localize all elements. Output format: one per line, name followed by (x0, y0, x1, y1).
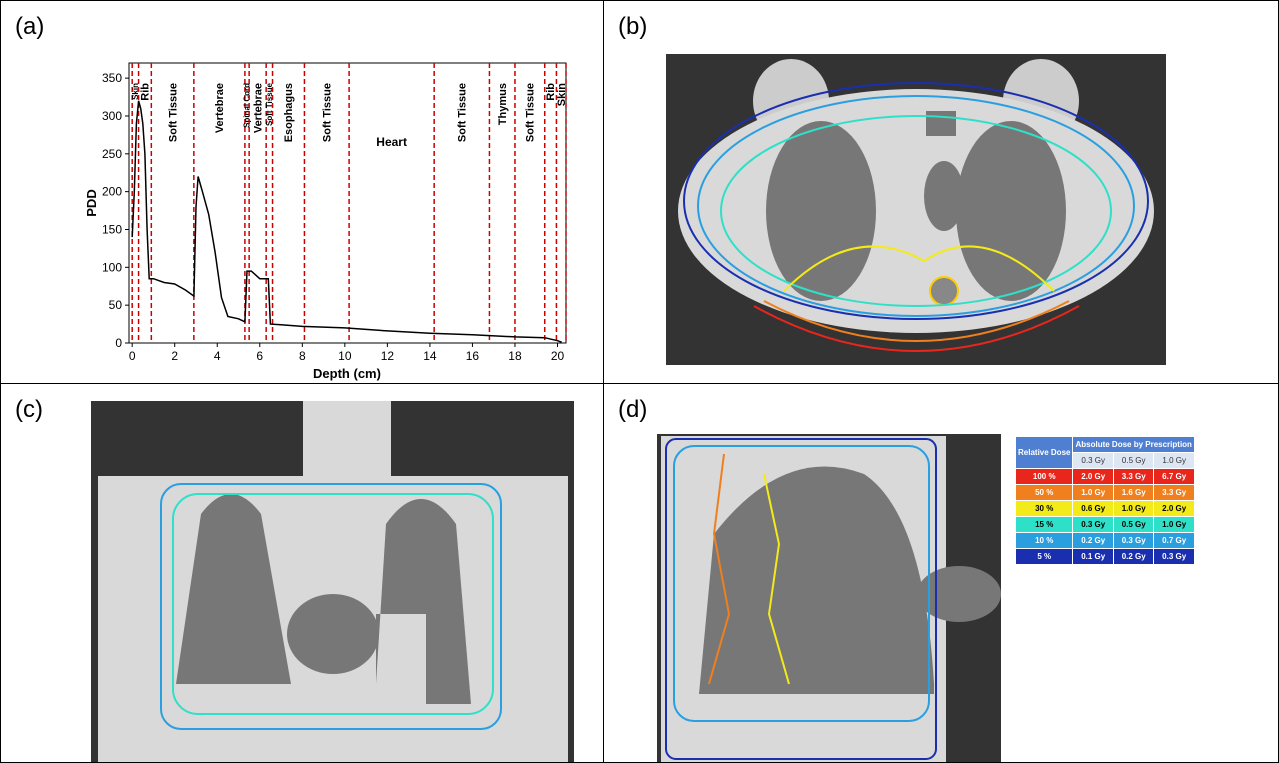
table-cell: 0.3 Gy (1154, 549, 1195, 565)
table-cell: 0.3 Gy (1073, 453, 1113, 469)
x-tick-label: 4 (214, 349, 221, 363)
table-cell: 50 % (1016, 485, 1073, 501)
table-cell: 0.7 Gy (1154, 533, 1195, 549)
y-tick-label: 0 (115, 336, 122, 350)
x-tick-label: 6 (256, 349, 263, 363)
region-label: Esophagus (283, 83, 295, 142)
figure: (a) PDD Depth (cm) 050100150200250300350… (0, 0, 1279, 763)
x-tick-label: 16 (466, 349, 480, 363)
table-cell: 0.6 Gy (1073, 501, 1113, 517)
y-axis-label: PDD (84, 189, 99, 216)
region-label: Soft Tissue (456, 83, 468, 142)
region-label: Soft Tissue (525, 83, 537, 142)
table-cell: 0.3 Gy (1073, 517, 1113, 533)
y-tick-label: 300 (102, 109, 122, 123)
table-cell: 0.1 Gy (1073, 549, 1113, 565)
table-header: Relative Dose (1016, 437, 1073, 469)
ct-coronal-image (1, 384, 604, 763)
y-tick-label: 200 (102, 185, 122, 199)
y-tick-label: 150 (102, 222, 122, 236)
table-cell: 0.5 Gy (1113, 517, 1153, 533)
region-label: Soft Tissue (321, 83, 333, 142)
table-cell: 2.0 Gy (1073, 469, 1113, 485)
panel-label: (d) (618, 396, 647, 424)
x-tick-label: 8 (299, 349, 306, 363)
table-cell: 0.2 Gy (1113, 549, 1153, 565)
table-cell: 1.0 Gy (1113, 501, 1153, 517)
region-label: Skin (556, 83, 568, 107)
table-cell: 1.0 Gy (1073, 485, 1113, 501)
table-cell: 6.7 Gy (1154, 469, 1195, 485)
region-label: Spinal Cord (243, 83, 252, 128)
ct-axial-image (604, 1, 1279, 384)
panel-label: (a) (15, 13, 44, 41)
chart: PDD Depth (cm) 0 50 100 150 200 250 300 350 0 2 4 6… (1, 1, 604, 384)
table-cell: 15 % (1016, 517, 1073, 533)
x-tick-label: 2 (171, 349, 178, 363)
table-cell: 5 % (1016, 549, 1073, 565)
panel-label: (c) (15, 396, 43, 424)
region-label: Vertebrae (252, 83, 264, 133)
x-tick-label: 0 (129, 349, 136, 363)
table-cell: 1.0 Gy (1154, 517, 1195, 533)
panel-b: (b) (603, 0, 1279, 384)
x-tick-label: 12 (381, 349, 395, 363)
y-tick-label: 250 (102, 147, 122, 161)
table-cell: 1.6 Gy (1113, 485, 1153, 501)
table-cell: 10 % (1016, 533, 1073, 549)
region-label: Vertebrae (214, 83, 226, 133)
table-cell: 1.0 Gy (1154, 453, 1195, 469)
table-cell: 0.3 Gy (1113, 533, 1153, 549)
x-tick-label: 10 (338, 349, 352, 363)
region-label: Soft Tissue (167, 83, 179, 142)
region-label: Heart (376, 135, 407, 149)
x-tick-label: 18 (508, 349, 522, 363)
panel-label: (b) (618, 13, 647, 41)
table-cell: 3.3 Gy (1154, 485, 1195, 501)
x-tick-label: 14 (423, 349, 437, 363)
table-cell: 2.0 Gy (1154, 501, 1195, 517)
table-cell: 30 % (1016, 501, 1073, 517)
x-axis-label: Depth (cm) (313, 366, 381, 381)
table-cell: 100 % (1016, 469, 1073, 485)
region-label: Thymus (497, 83, 509, 125)
y-tick-label: 50 (109, 298, 123, 312)
pdd-line (132, 101, 562, 342)
table-header: Absolute Dose by Prescription (1073, 437, 1194, 453)
y-tick-label: 100 (102, 260, 122, 274)
panel-c: (c) (0, 383, 604, 763)
table-cell: 0.2 Gy (1073, 533, 1113, 549)
region-label: Rib (140, 83, 152, 101)
y-tick-label: 350 (102, 71, 122, 85)
table-cell: 0.5 Gy (1113, 453, 1153, 469)
table-cell: 3.3 Gy (1113, 469, 1153, 485)
x-tick-label: 20 (551, 349, 565, 363)
